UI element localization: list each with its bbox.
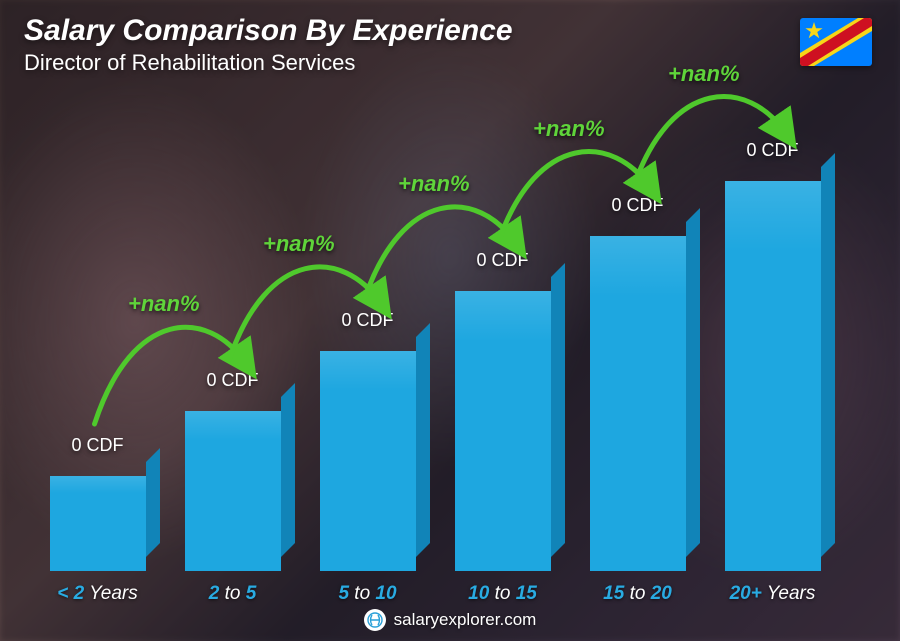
bar-4: 0 CDF15 to 20 (570, 91, 705, 571)
bar-side-face (281, 383, 295, 557)
bar-0: 0 CDF< 2 Years (30, 91, 165, 571)
chart-subtitle: Director of Rehabilitation Services (24, 50, 876, 76)
footer-logo-icon (364, 609, 386, 631)
bar-5: 0 CDF20+ Years (705, 91, 840, 571)
bar-label-3: 10 to 15 (468, 583, 537, 605)
bar-front-face (50, 476, 146, 571)
bar-value-0: 0 CDF (71, 435, 123, 456)
bar-front-face (455, 291, 551, 571)
bar-value-1: 0 CDF (206, 370, 258, 391)
bar-label-1: 2 to 5 (209, 583, 257, 605)
bar-side-face (551, 263, 565, 557)
bar-side-face (686, 208, 700, 557)
bars-container: 0 CDF< 2 Years0 CDF2 to 50 CDF5 to 100 C… (30, 91, 840, 571)
bar-3d-1 (185, 411, 281, 571)
bar-front-face (320, 351, 416, 571)
bar-value-5: 0 CDF (746, 140, 798, 161)
bar-value-2: 0 CDF (341, 310, 393, 331)
bar-3: 0 CDF10 to 15 (435, 91, 570, 571)
chart-area: 0 CDF< 2 Years0 CDF2 to 50 CDF5 to 100 C… (30, 91, 840, 571)
bar-3d-2 (320, 351, 416, 571)
bar-label-2: 5 to 10 (338, 583, 396, 605)
bar-front-face (590, 236, 686, 571)
header: Salary Comparison By Experience Director… (24, 14, 876, 76)
bar-3d-5 (725, 181, 821, 571)
country-flag-drc (800, 18, 872, 66)
bar-1: 0 CDF2 to 5 (165, 91, 300, 571)
footer: salaryexplorer.com (0, 609, 900, 631)
bar-value-3: 0 CDF (476, 250, 528, 271)
bar-side-face (416, 323, 430, 557)
bar-side-face (821, 153, 835, 557)
footer-site: salaryexplorer.com (394, 610, 537, 630)
bar-label-5: 20+ Years (730, 583, 816, 605)
bar-3d-0 (50, 476, 146, 571)
bar-label-0: < 2 Years (57, 583, 137, 605)
bar-2: 0 CDF5 to 10 (300, 91, 435, 571)
chart-title: Salary Comparison By Experience (24, 14, 876, 48)
bar-front-face (185, 411, 281, 571)
content-root: Salary Comparison By Experience Director… (0, 0, 900, 641)
bar-3d-3 (455, 291, 551, 571)
bar-side-face (146, 448, 160, 557)
bar-3d-4 (590, 236, 686, 571)
bar-value-4: 0 CDF (611, 195, 663, 216)
bar-label-4: 15 to 20 (603, 583, 672, 605)
bar-front-face (725, 181, 821, 571)
